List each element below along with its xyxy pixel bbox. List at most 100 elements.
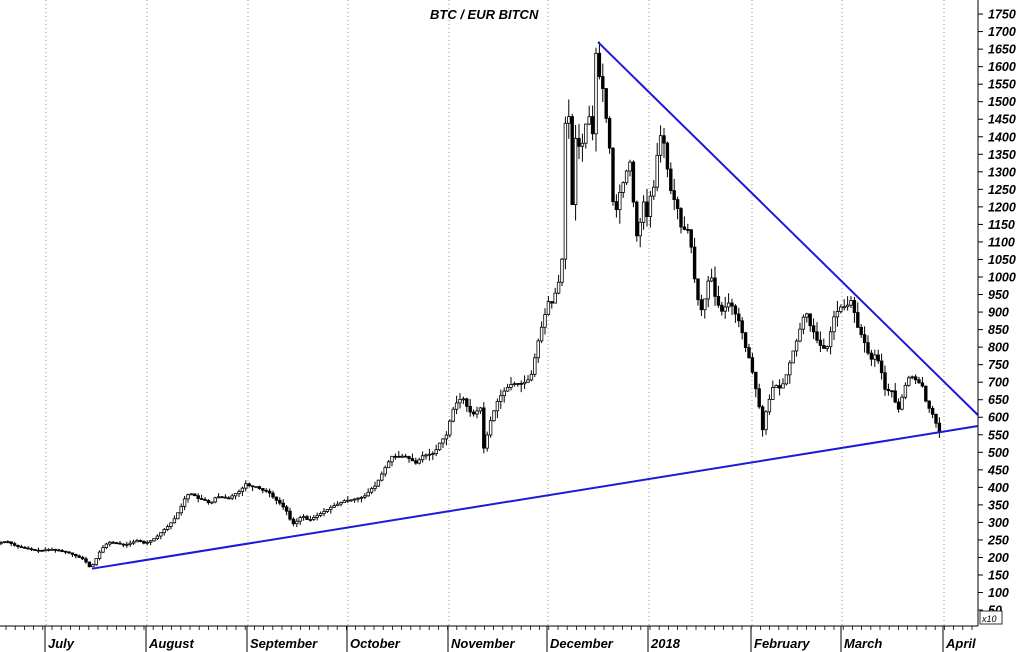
x-tick-label: September [250, 636, 318, 651]
y-tick-label: 600 [988, 411, 1009, 425]
candle [291, 517, 296, 527]
candle [210, 501, 214, 505]
candle [414, 457, 418, 465]
candle [118, 541, 122, 545]
x-tick-label: August [148, 636, 194, 651]
candle [788, 360, 792, 384]
candle [550, 301, 554, 309]
candle [108, 540, 112, 547]
candle [522, 375, 527, 390]
candle [281, 499, 285, 510]
candle [839, 304, 843, 314]
candle [488, 416, 493, 438]
candle [641, 195, 646, 230]
y-tick-label: 100 [988, 586, 1009, 600]
candle [441, 438, 445, 448]
candle [811, 318, 816, 340]
candle [859, 324, 863, 338]
y-tick-label: 550 [988, 428, 1009, 442]
candle [308, 515, 313, 522]
candle [284, 504, 289, 516]
y-tick-label: 1100 [988, 235, 1015, 249]
candle [247, 482, 251, 488]
candle [84, 556, 88, 564]
candle [318, 511, 323, 518]
candle [886, 383, 891, 396]
candle [862, 326, 867, 353]
x-tick-label: October [350, 636, 401, 651]
candle [900, 394, 904, 411]
candle [652, 180, 656, 200]
candle [417, 457, 421, 465]
candle [199, 494, 204, 501]
candle [590, 105, 595, 141]
candle [240, 486, 245, 497]
candle [720, 301, 724, 316]
x-tick-label: November [451, 636, 516, 651]
candle [866, 335, 870, 356]
candle [478, 406, 483, 414]
candle [274, 496, 279, 505]
candle [475, 406, 479, 419]
candle [366, 488, 370, 497]
candle [267, 488, 272, 498]
candle [383, 465, 387, 477]
candle [125, 541, 129, 548]
candle [162, 527, 166, 536]
candle [458, 393, 462, 409]
y-tick-label: 1200 [988, 200, 1016, 214]
candle [19, 544, 24, 549]
candle [312, 514, 316, 521]
candle [94, 558, 98, 566]
resistance-trendline [597, 41, 979, 416]
candle [104, 542, 109, 550]
y-tick-label: 1750 [988, 8, 1016, 22]
candle [740, 317, 744, 340]
candle [733, 304, 738, 323]
candle [131, 539, 136, 546]
candle [16, 544, 20, 549]
y-tick-label: 900 [988, 306, 1009, 320]
candle [53, 548, 58, 553]
candle [454, 395, 459, 415]
candle [808, 313, 812, 332]
candle [658, 125, 663, 163]
y-axis: 5010015020025030035040045050055060065070… [978, 8, 1016, 618]
candle [553, 287, 557, 304]
candle [556, 274, 561, 295]
candle [288, 507, 292, 521]
candle [706, 275, 710, 308]
candle [2, 541, 7, 544]
candle [29, 547, 34, 551]
candle [607, 116, 612, 154]
y-tick-label: 1150 [988, 218, 1015, 232]
candle [618, 184, 622, 224]
x-axis: July August September October November Decemb… [5, 626, 976, 652]
candle [856, 302, 860, 328]
candle [747, 343, 751, 359]
trendlines [91, 41, 979, 570]
candle [757, 383, 761, 409]
candle [43, 547, 47, 552]
candle [774, 384, 778, 388]
candle [145, 540, 149, 546]
candle [196, 493, 200, 503]
candle [930, 405, 935, 419]
candle [12, 541, 17, 547]
candle [682, 216, 687, 231]
candle [842, 299, 846, 311]
candle [917, 376, 921, 384]
y-tick-label: 1350 [988, 148, 1016, 162]
candle [36, 547, 41, 554]
candle [703, 298, 707, 319]
candle [80, 555, 85, 560]
candle [223, 494, 228, 499]
candle [679, 207, 683, 234]
candle [448, 419, 452, 438]
candle [172, 515, 177, 524]
candle [148, 540, 153, 546]
candle [818, 331, 823, 353]
candle [934, 413, 938, 428]
candle [227, 496, 231, 500]
candle [750, 352, 755, 375]
